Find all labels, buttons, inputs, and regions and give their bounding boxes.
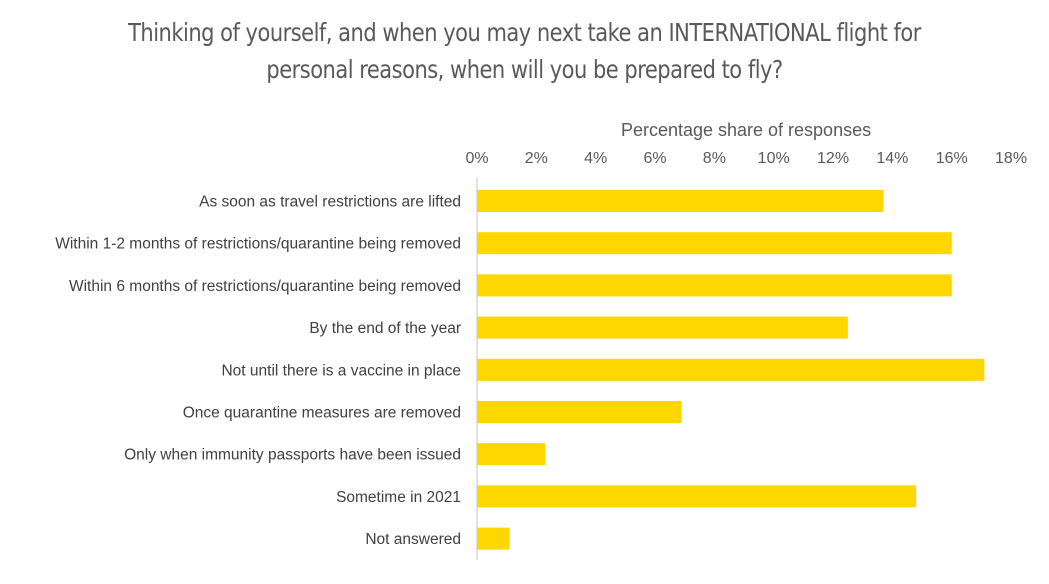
bar	[477, 358, 985, 381]
bar	[477, 190, 884, 212]
category-label: As soon as travel restrictions are lifte…	[199, 194, 461, 211]
x-tick-label: 18%	[995, 150, 1027, 167]
x-tick-label: 4%	[584, 150, 607, 167]
bar	[477, 232, 952, 255]
x-tick-label: 0%	[465, 150, 488, 167]
bar	[477, 316, 848, 339]
x-axis-ticks: 0% 2% 4% 6% 8% 10% 12% 14% 16% 18%	[465, 150, 1027, 167]
bar	[477, 527, 510, 550]
x-tick-label: 2%	[525, 150, 548, 167]
category-label: Only when immunity passports have been i…	[124, 447, 461, 464]
category-label: Sometime in 2021	[336, 489, 461, 506]
category-label: Once quarantine measures are removed	[183, 405, 461, 422]
category-label: Within 1-2 months of restrictions/quaran…	[55, 236, 461, 253]
category-label: Within 6 months of restrictions/quaranti…	[69, 278, 461, 295]
category-labels: As soon as travel restrictions are lifte…	[55, 194, 461, 549]
x-axis-title: Percentage share of responses	[621, 120, 871, 140]
chart-title-line-2: personal reasons, when will you be prepa…	[266, 55, 783, 84]
x-tick-label: 16%	[936, 150, 968, 167]
bar	[477, 443, 546, 466]
bar	[477, 401, 682, 423]
x-tick-label: 8%	[703, 150, 726, 167]
x-tick-label: 10%	[758, 150, 790, 167]
category-label: Not until there is a vaccine in place	[221, 362, 461, 379]
bars	[477, 190, 985, 550]
chart-title: Thinking of yourself, and when you may n…	[0, 14, 1049, 88]
x-tick-label: 6%	[643, 150, 666, 167]
x-tick-label: 12%	[817, 150, 849, 167]
x-tick-label: 14%	[876, 150, 908, 167]
category-label: By the end of the year	[309, 320, 461, 337]
chart-title-line-1: Thinking of yourself, and when you may n…	[128, 18, 921, 47]
bar	[477, 485, 917, 508]
bar	[477, 274, 952, 297]
category-label: Not answered	[365, 531, 461, 548]
